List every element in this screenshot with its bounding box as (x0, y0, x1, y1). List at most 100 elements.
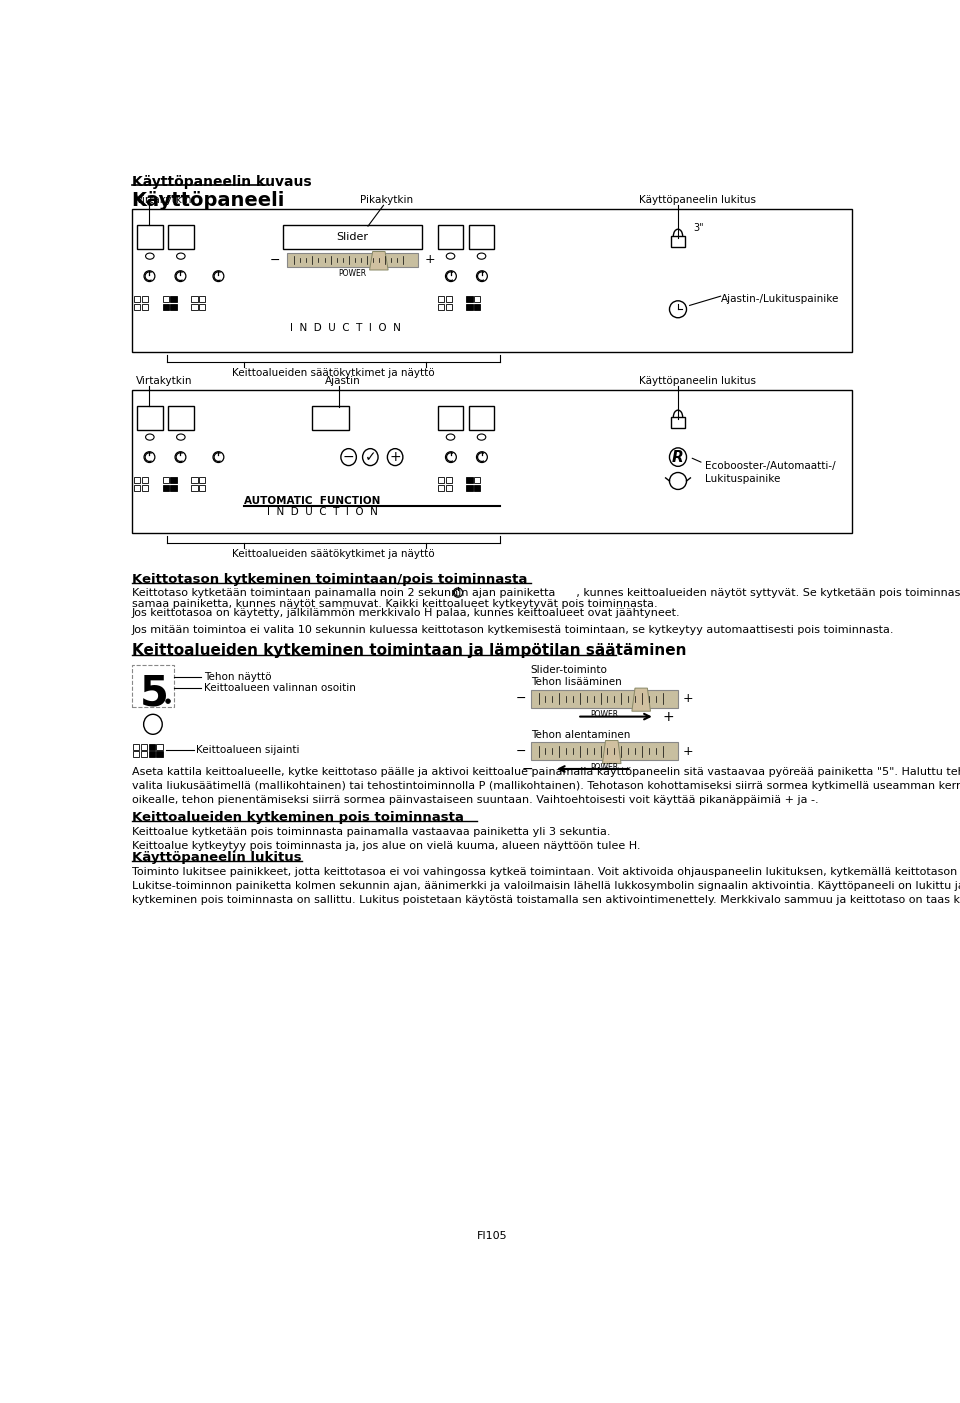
Bar (170, 477, 177, 483)
Bar (468, 224, 494, 250)
Bar (168, 224, 194, 250)
Text: Käyttöpaneelin lukitus: Käyttöpaneelin lukitus (132, 852, 301, 864)
Bar (438, 485, 444, 491)
Text: I  N  D  U  C  T  I  O  N: I N D U C T I O N (267, 506, 378, 518)
Bar (445, 296, 452, 302)
Text: −: − (516, 693, 526, 706)
Bar (445, 477, 452, 483)
Circle shape (476, 271, 488, 282)
Bar (162, 477, 169, 483)
Text: 5: 5 (139, 672, 168, 714)
Text: +: + (683, 745, 693, 758)
Bar (134, 296, 140, 302)
Bar (162, 304, 169, 310)
Bar (467, 304, 472, 310)
Polygon shape (370, 251, 388, 269)
Bar (445, 485, 452, 491)
Bar (438, 224, 464, 250)
Circle shape (213, 452, 224, 463)
Bar (438, 405, 464, 431)
Bar (474, 485, 480, 491)
Polygon shape (632, 687, 651, 711)
Bar (438, 296, 444, 302)
Bar (312, 405, 349, 431)
Bar (287, 253, 419, 267)
Bar (162, 296, 169, 302)
Text: Keittoalue kytketään pois toiminnasta painamalla vastaavaa painiketta yli 3 seku: Keittoalue kytketään pois toiminnasta pa… (132, 826, 640, 850)
Text: Keittoalueen sijainti: Keittoalueen sijainti (196, 745, 300, 755)
Text: Tehon näyttö: Tehon näyttö (204, 672, 271, 682)
Text: POWER: POWER (590, 763, 618, 772)
Bar (191, 477, 198, 483)
Bar (133, 744, 139, 749)
Text: FI105: FI105 (477, 1230, 507, 1242)
Bar (170, 296, 177, 302)
Text: +: + (662, 710, 674, 724)
Text: Keittoalueiden kytkeminen pois toiminnasta: Keittoalueiden kytkeminen pois toiminnas… (132, 811, 464, 825)
Ellipse shape (146, 434, 155, 441)
Bar (438, 304, 444, 310)
Text: Jos keittotasoa on käytetty, jälkilämmön merkkivalo H palaa, kunnes keittoalueet: Jos keittotasoa on käytetty, jälkilämmön… (132, 607, 681, 619)
Bar (199, 477, 205, 483)
Bar (156, 744, 162, 749)
Bar (134, 485, 140, 491)
Bar (467, 296, 472, 302)
Text: POWER: POWER (590, 710, 618, 720)
Text: Virtakytkin: Virtakytkin (135, 195, 192, 205)
Text: Slider-toiminto: Slider-toiminto (531, 665, 608, 675)
Bar (191, 304, 198, 310)
Bar (467, 485, 472, 491)
Bar (474, 296, 480, 302)
Bar (170, 304, 177, 310)
Text: Käyttöpaneelin kuvaus: Käyttöpaneelin kuvaus (132, 174, 311, 188)
Circle shape (144, 271, 155, 282)
Bar (132, 665, 175, 707)
Text: −: − (521, 762, 533, 776)
Ellipse shape (144, 714, 162, 734)
Circle shape (175, 452, 186, 463)
Bar (191, 485, 198, 491)
Ellipse shape (146, 253, 155, 260)
Ellipse shape (177, 434, 185, 441)
Circle shape (175, 271, 186, 282)
Text: Keittoalueiden säätökytkimet ja näyttö: Keittoalueiden säätökytkimet ja näyttö (231, 368, 435, 377)
Bar (132, 209, 852, 352)
Ellipse shape (388, 449, 403, 466)
Bar (671, 417, 685, 428)
Bar (162, 485, 169, 491)
Text: −: − (343, 450, 354, 464)
Ellipse shape (477, 434, 486, 441)
Bar (149, 744, 155, 749)
Text: Keittoalueen valinnan osoitin: Keittoalueen valinnan osoitin (204, 683, 355, 693)
Circle shape (476, 452, 488, 463)
Text: ✓: ✓ (365, 450, 376, 464)
Text: Keittoalueiden säätökytkimet ja näyttö: Keittoalueiden säätökytkimet ja näyttö (231, 549, 435, 558)
Bar (156, 751, 162, 758)
Bar (134, 477, 140, 483)
Text: −: − (516, 745, 526, 758)
Text: −: − (270, 254, 280, 267)
Bar (474, 304, 480, 310)
Circle shape (445, 271, 456, 282)
Text: I  N  D  U  C  T  I  O  N: I N D U C T I O N (291, 323, 401, 333)
Bar (191, 296, 198, 302)
Ellipse shape (341, 449, 356, 466)
Text: Ecobooster-/Automaatti-/
Lukituspainike: Ecobooster-/Automaatti-/ Lukituspainike (706, 462, 836, 484)
Bar (134, 304, 140, 310)
Bar (170, 485, 177, 491)
Text: Keittotaso kytketään toimintaan painamalla noin 2 sekunnin ajan painiketta      : Keittotaso kytketään toimintaan painamal… (132, 588, 960, 598)
Bar (671, 236, 685, 247)
Circle shape (213, 271, 224, 282)
Circle shape (445, 452, 456, 463)
Text: Jos mitään toimintoa ei valita 10 sekunnin kuluessa keittotason kytkemisestä toi: Jos mitään toimintoa ei valita 10 sekunn… (132, 624, 894, 636)
Bar (168, 405, 194, 431)
Text: Pikakytkin: Pikakytkin (360, 195, 414, 205)
Polygon shape (603, 741, 621, 763)
Bar (438, 477, 444, 483)
Text: Slider: Slider (337, 231, 369, 241)
Circle shape (669, 300, 686, 317)
Text: Aseta kattila keittoalueelle, kytke keittotaso päälle ja aktivoi keittoalue pain: Aseta kattila keittoalueelle, kytke keit… (132, 766, 960, 805)
Text: Toiminto lukitsee painikkeet, jotta keittotasoa ei voi vahingossa kytkeä toimint: Toiminto lukitsee painikkeet, jotta keit… (132, 867, 960, 905)
Bar (142, 296, 148, 302)
Bar (132, 390, 852, 533)
